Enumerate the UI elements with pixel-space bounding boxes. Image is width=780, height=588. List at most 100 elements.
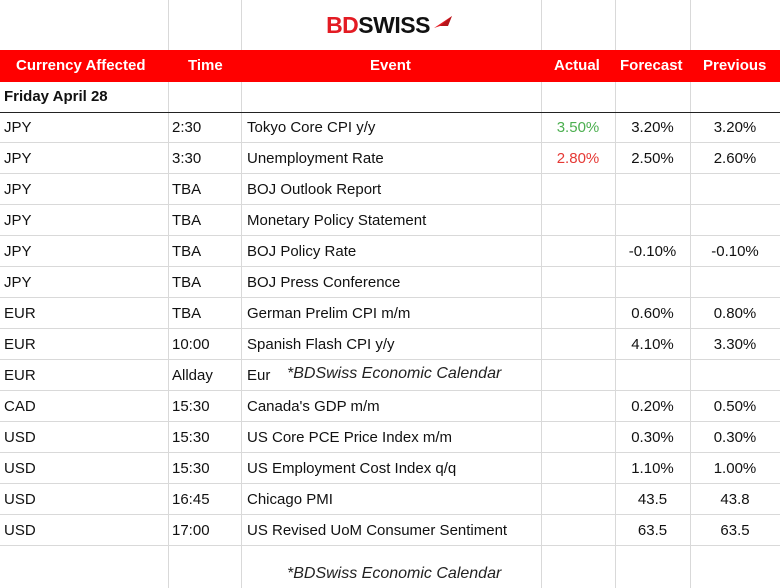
- brand-swoosh-icon: [433, 16, 452, 28]
- row-divider: [0, 545, 780, 546]
- row-currency: USD: [4, 491, 36, 508]
- row-forecast: 0.30%: [631, 429, 674, 446]
- row-event: Unemployment Rate: [247, 150, 384, 167]
- row-previous: 0.30%: [713, 429, 757, 446]
- row-divider: [0, 266, 780, 267]
- row-event: US Employment Cost Index q/q: [247, 460, 457, 477]
- table-row: EUR TBA German Prelim CPI m/m 0.60% 0.80%: [0, 298, 780, 329]
- row-event: Spanish Flash CPI y/y: [247, 336, 395, 353]
- table-row: JPY TBA Monetary Policy Statement: [0, 205, 780, 236]
- row-time: Allday: [172, 367, 213, 384]
- row-event: BOJ Press Conference: [247, 274, 401, 291]
- table-row: JPY 2:30 Tokyo Core CPI y/y 3.50% 3.20% 3.20%: [0, 112, 780, 143]
- row-time: 15:30: [172, 398, 210, 415]
- row-time: TBA: [172, 274, 202, 291]
- row-previous: 2.60%: [713, 150, 757, 167]
- row-divider: [0, 359, 780, 360]
- row-currency: EUR: [4, 336, 36, 353]
- row-divider: [0, 204, 780, 205]
- row-time: TBA: [172, 243, 202, 260]
- row-event: German Prelim CPI m/m: [247, 305, 411, 322]
- row-forecast: 2.50%: [631, 150, 674, 167]
- row-forecast: 1.10%: [631, 460, 674, 477]
- row-time: 16:45: [172, 491, 210, 508]
- row-time: 17:00: [172, 522, 210, 539]
- row-time: 15:30: [172, 429, 210, 446]
- row-currency: USD: [4, 522, 36, 539]
- table-row: USD 17:00 US Revised UoM Consumer Sentimen…: [0, 515, 780, 546]
- row-divider: [0, 142, 780, 143]
- header-currency: Currency Affected: [16, 57, 146, 74]
- row-currency: JPY: [4, 181, 32, 198]
- row-previous: 43.8: [720, 491, 750, 508]
- row-event: BOJ Policy Rate: [247, 243, 357, 260]
- table-row: CAD 15:30 Canada's GDP m/m 0.20% 0.50%: [0, 391, 780, 422]
- row-currency: JPY: [4, 243, 32, 260]
- row-forecast: 43.5: [637, 491, 668, 508]
- header-previous: Previous: [703, 57, 767, 74]
- table-row: EUR 10:00 Spanish Flash CPI y/y 4.10% 3.30%: [0, 329, 780, 360]
- row-previous: 1.00%: [713, 460, 757, 477]
- day-row: Friday April 28: [0, 82, 780, 113]
- row-currency: USD: [4, 460, 36, 477]
- table-row: USD 15:30 US Employment Cost Index q/q 1.10…: [0, 453, 780, 484]
- watermark-bottom: *BDSwiss Economic Calendar: [275, 561, 514, 587]
- row-currency: EUR: [4, 367, 36, 384]
- day-label: Friday April 28: [4, 88, 108, 105]
- table-row: USD 16:45 Chicago PMI 43.5 43.8: [0, 484, 780, 515]
- row-forecast: 4.10%: [631, 336, 674, 353]
- col-separator: [541, 0, 542, 588]
- row-currency: CAD: [4, 398, 36, 415]
- row-divider: [0, 514, 780, 515]
- row-time: 3:30: [172, 150, 202, 167]
- header-time: Time: [188, 57, 223, 74]
- row-currency: EUR: [4, 305, 36, 322]
- row-event: Tokyo Core CPI y/y: [247, 119, 376, 136]
- row-currency: JPY: [4, 150, 32, 167]
- row-forecast: 0.60%: [631, 305, 674, 322]
- row-forecast: 63.5: [637, 522, 668, 539]
- row-divider: [0, 328, 780, 329]
- row-previous: 3.20%: [713, 119, 757, 136]
- row-currency: JPY: [4, 274, 32, 291]
- brand-name-part1: BD: [326, 11, 359, 38]
- row-previous: 0.80%: [713, 305, 757, 322]
- row-time: TBA: [172, 181, 202, 198]
- row-divider: [0, 235, 780, 236]
- row-previous: 0.50%: [713, 398, 757, 415]
- row-forecast: 3.20%: [631, 119, 674, 136]
- table-row: EUR Allday Eur: [0, 360, 780, 391]
- table-row: USD 15:30 US Core PCE Price Index m/m 0.30%…: [0, 422, 780, 453]
- col-separator: [690, 0, 691, 588]
- row-actual: 2.80%: [556, 150, 600, 167]
- row-previous: 3.30%: [713, 336, 757, 353]
- col-separator: [168, 0, 169, 588]
- row-time: TBA: [172, 305, 202, 322]
- table-row: JPY TBA BOJ Press Conference: [0, 267, 780, 298]
- row-currency: JPY: [4, 212, 32, 229]
- row-divider: [0, 173, 780, 174]
- header-event: Event: [370, 57, 411, 74]
- row-previous: -0.10%: [711, 243, 759, 260]
- col-separator: [615, 0, 616, 588]
- header-forecast: Forecast: [620, 57, 683, 74]
- row-event: Monetary Policy Statement: [247, 212, 427, 229]
- table-row: JPY TBA BOJ Policy Rate -0.10% -0.10%: [0, 236, 780, 267]
- row-divider: [0, 421, 780, 422]
- row-previous: 63.5: [720, 522, 750, 539]
- row-event: BOJ Outlook Report: [247, 181, 382, 198]
- row-time: 10:00: [172, 336, 210, 353]
- row-event: Canada's GDP m/m: [247, 398, 380, 415]
- row-divider: [0, 390, 780, 391]
- row-time: 15:30: [172, 460, 210, 477]
- row-time: 2:30: [172, 119, 202, 136]
- row-time: TBA: [172, 212, 202, 229]
- brand-name-part2: SWISS: [358, 11, 430, 38]
- row-currency: JPY: [4, 119, 32, 136]
- row-divider: [0, 452, 780, 453]
- table-row: JPY TBA BOJ Outlook Report: [0, 174, 780, 205]
- row-forecast: -0.10%: [628, 243, 677, 260]
- row-event: Eur: [247, 367, 271, 384]
- row-actual: 3.50%: [556, 119, 600, 136]
- row-event: US Revised UoM Consumer Sentiment: [247, 522, 508, 539]
